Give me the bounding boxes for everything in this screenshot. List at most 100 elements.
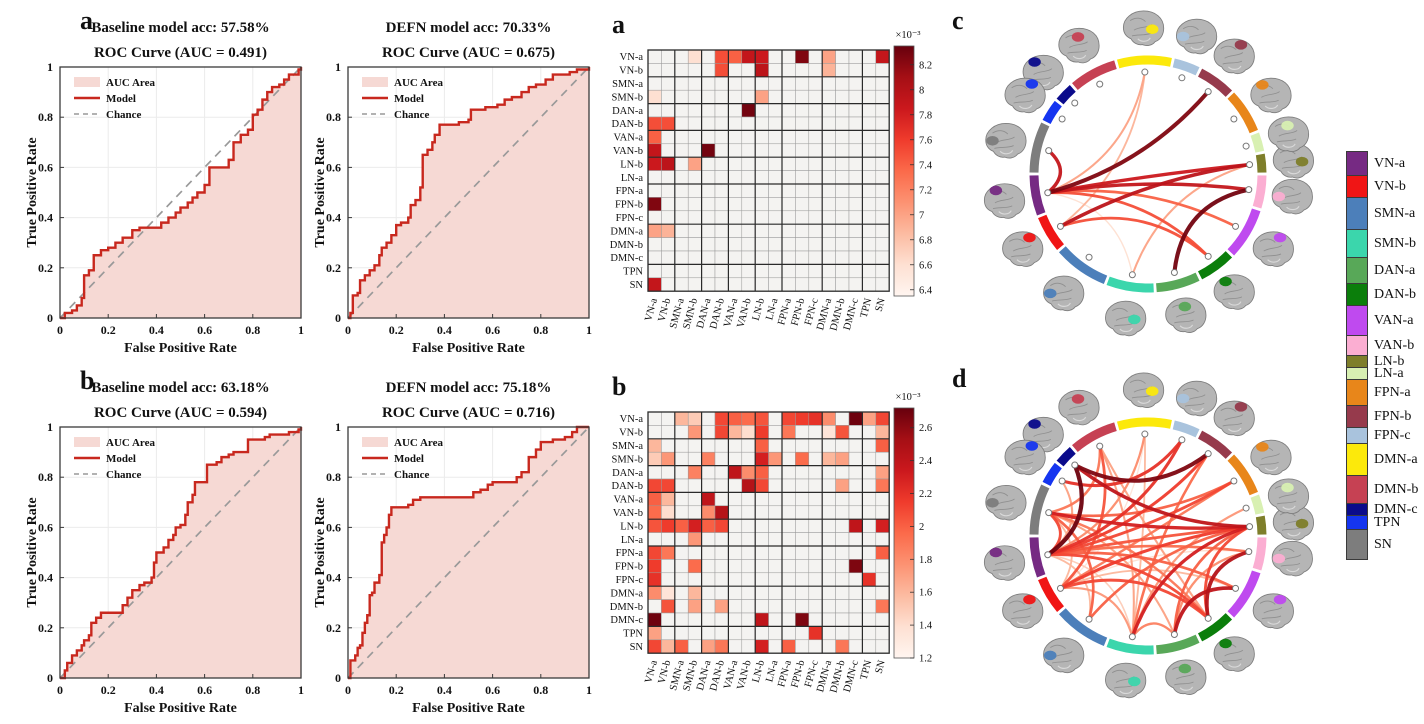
- heatmap-cell: [647, 505, 662, 520]
- heatmap-cell: [647, 210, 662, 225]
- brain-network-highlight: [1145, 24, 1159, 35]
- network-node: [1085, 253, 1093, 261]
- heatmap-cell: [848, 89, 863, 104]
- heatmap-cell: [835, 183, 850, 198]
- heatmap-cell: [875, 559, 890, 574]
- svg-text:0: 0: [47, 311, 53, 325]
- svg-text:SMN-b: SMN-b: [611, 92, 643, 103]
- heatmap-cell: [714, 264, 729, 279]
- heatmap-cell: [687, 156, 702, 171]
- heatmap-cell: [821, 505, 836, 520]
- svg-text:0: 0: [57, 323, 63, 337]
- heatmap-cell: [808, 237, 823, 252]
- heatmap-cell: [701, 210, 716, 225]
- heatmap-cell: [674, 130, 689, 145]
- heatmap-cell: [795, 183, 810, 198]
- heatmap-cell: [701, 559, 716, 574]
- heatmap-cell: [848, 492, 863, 507]
- chord: [1059, 578, 1210, 620]
- heatmap-cell: [835, 170, 850, 185]
- heatmap-cell: [795, 63, 810, 78]
- heatmap-cell: [862, 170, 877, 185]
- heatmap-cell: [714, 518, 729, 533]
- heatmap-cell: [795, 116, 810, 131]
- brain-thumbnail: [1122, 372, 1165, 408]
- heatmap-cell: [835, 612, 850, 627]
- heatmap-cell: [781, 639, 796, 654]
- heatmap-cell: [835, 572, 850, 587]
- legend-swatch-auc-area: [362, 437, 388, 447]
- heatmap-cell: [862, 210, 877, 225]
- heatmap-cell: [741, 532, 756, 547]
- heatmap-cell: [674, 156, 689, 171]
- legend-swatch-auc-area: [74, 77, 100, 87]
- brain-thumbnail: [1213, 636, 1255, 672]
- heatmap-cell: [875, 626, 890, 641]
- heatmap-cell: [741, 411, 756, 426]
- heatmap-cell: [714, 478, 729, 493]
- chord: [1172, 187, 1251, 275]
- heatmap-cell: [848, 505, 863, 520]
- ring-segment-DMN-a: [1116, 417, 1172, 431]
- heatmap-cell: [687, 532, 702, 547]
- heatmap-cell: [741, 451, 756, 466]
- heatmap-cell: [781, 89, 796, 104]
- heatmap-cell: [754, 639, 769, 654]
- brain-thumbnail: [1271, 178, 1313, 215]
- heatmap-cell: [875, 639, 890, 654]
- brain-thumbnail: [1252, 593, 1294, 629]
- heatmap-cell: [808, 49, 823, 64]
- heatmap-cell: [795, 197, 810, 212]
- chord: [1046, 71, 1146, 194]
- heatmap-cell: [701, 250, 716, 265]
- heatmap-cell: [714, 183, 729, 198]
- heatmap-cell: [795, 465, 810, 480]
- heatmap-cell: [821, 197, 836, 212]
- heatmap-cell: [768, 478, 783, 493]
- svg-text:FPN-a: FPN-a: [616, 186, 644, 197]
- svg-text:6.8: 6.8: [919, 235, 932, 246]
- brain-thumbnail: [1165, 297, 1207, 333]
- heatmap-cell: [781, 49, 796, 64]
- heatmap-cell: [795, 89, 810, 104]
- chord: [1131, 163, 1251, 276]
- ring-segment-VAN-a: [1227, 570, 1261, 618]
- heatmap-cell: [875, 492, 890, 507]
- svg-text:0: 0: [335, 311, 341, 325]
- heatmap-cell: [835, 250, 850, 265]
- heatmap-cell: [795, 505, 810, 520]
- heatmap-cell: [647, 116, 662, 131]
- heatmap-cell: [835, 599, 850, 614]
- network-node: [1178, 436, 1186, 444]
- heatmap-cell: [768, 197, 783, 212]
- svg-text:0.6: 0.6: [485, 683, 500, 697]
- heatmap-cell: [875, 438, 890, 453]
- heatmap-cell: [714, 612, 729, 627]
- heatmap-cell: [728, 639, 743, 654]
- heatmap-cell: [728, 277, 743, 292]
- svg-text:0.8: 0.8: [245, 683, 260, 697]
- chord: [1087, 525, 1251, 621]
- svg-text:8: 8: [919, 85, 924, 96]
- heatmap-cell: [701, 277, 716, 292]
- heatmap-cell: [741, 277, 756, 292]
- heatmap-cell: [835, 277, 850, 292]
- heatmap-cell: [862, 478, 877, 493]
- heatmap-cell: [848, 250, 863, 265]
- heatmap-cell: [875, 89, 890, 104]
- heatmap-cell: [862, 116, 877, 131]
- heatmap-cell: [768, 545, 783, 560]
- heatmap-cell: [701, 505, 716, 520]
- heatmap-cell: [835, 63, 850, 78]
- heatmap-cell: [862, 612, 877, 627]
- heatmap-cell: [848, 237, 863, 252]
- heatmap-cell: [674, 505, 689, 520]
- heatmap-cell: [862, 63, 877, 78]
- svg-text:VAN-b: VAN-b: [613, 146, 643, 157]
- heatmap-cell: [728, 264, 743, 279]
- heatmap-cell: [741, 572, 756, 587]
- heatmap-cell: [647, 492, 662, 507]
- panel-letter-heat-a: a: [612, 10, 625, 39]
- heatmap-cell: [661, 532, 676, 547]
- heatmap-cell: [781, 451, 796, 466]
